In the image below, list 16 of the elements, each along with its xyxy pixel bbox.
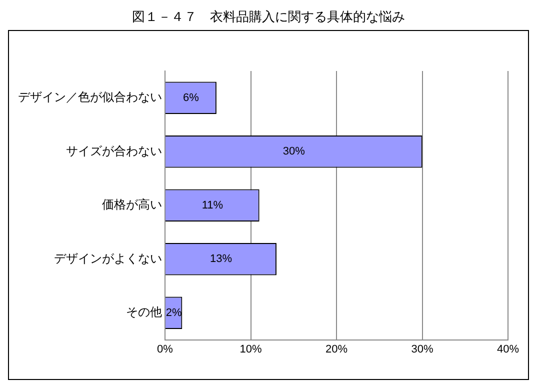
y-tick-label: デザインがよくない [54, 251, 162, 266]
data-label: 6% [183, 92, 200, 104]
y-tick-label: 価格が高い [102, 198, 162, 212]
x-tick-label: 30% [411, 343, 434, 356]
data-label: 11% [202, 199, 224, 212]
x-tick-label: 20% [325, 343, 348, 356]
y-tick-label: その他 [126, 305, 162, 320]
data-label: 30% [282, 146, 306, 158]
x-tick-label: 10% [240, 343, 262, 356]
data-label: 13% [210, 253, 232, 266]
data-label: 2% [166, 306, 182, 319]
y-tick-label: デザイン／色が似合わない [18, 90, 162, 104]
chart-title: 図１－４７ 衣料品購入に関する具体的な悩み [131, 8, 406, 26]
y-tick-label: サイズが合わない [66, 144, 162, 158]
x-tick-label: 40% [496, 343, 520, 356]
x-tick-label: 0% [157, 343, 174, 356]
